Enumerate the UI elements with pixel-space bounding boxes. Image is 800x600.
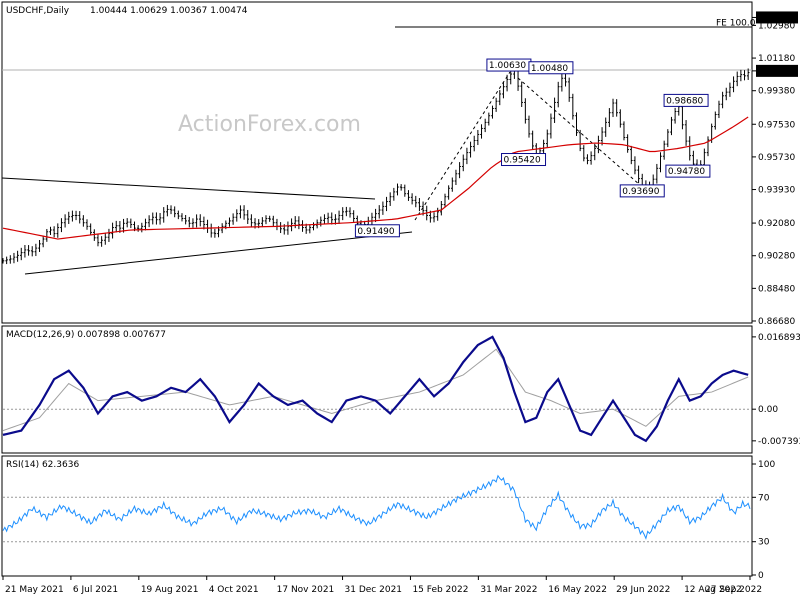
price-highlight-box <box>756 11 798 24</box>
level-annotation-box <box>354 224 400 238</box>
rsi-series <box>2 474 751 543</box>
price-tick-label: 1.00474 <box>758 67 795 77</box>
price-series <box>1 65 750 265</box>
macd-tick-label: -0.007393 <box>758 437 800 447</box>
price-tick-label: 1.02980 <box>758 21 795 31</box>
date-tick-label: 19 Aug 2021 <box>141 585 199 595</box>
date-tick-label: 31 Mar 2022 <box>480 585 537 595</box>
level-annotation-box <box>501 153 547 167</box>
rsi-title: RSI(14) 62.3636 <box>6 460 79 470</box>
moving-average-line <box>2 116 749 240</box>
date-tick-label: 12 Aug 2022 <box>684 585 742 595</box>
macd-tick-label: 0.00 <box>758 405 778 415</box>
date-tick-label: 6 Jul 2021 <box>73 585 118 595</box>
date-tick-label: 21 May 2021 <box>5 585 64 595</box>
level-annotation-label: 0.91490 <box>357 227 394 237</box>
rsi-line <box>2 474 751 540</box>
level-annotation-label: 1.00630 <box>489 61 526 71</box>
projection-line-1 <box>414 71 511 221</box>
price-tick-label: 0.97530 <box>758 120 795 130</box>
price-tick-label: 0.95730 <box>758 153 795 163</box>
macd-line <box>2 335 749 443</box>
macd-tick-label: 0.016893 <box>758 333 800 343</box>
date-tick-label: 29 Jun 2022 <box>616 585 670 595</box>
annotations: 1.00630 1.00480 0.95420 0.91490 0.93690 0.947… <box>354 18 756 238</box>
level-annotation-label: FE 100.0 <box>716 18 756 28</box>
date-tick-label: 15 Feb 2022 <box>412 585 468 595</box>
macd-pane <box>1 325 753 454</box>
date-tick-label: 4 Oct 2021 <box>209 585 259 595</box>
lower-trendline <box>24 231 413 275</box>
rsi-tick-label: 30 <box>758 538 770 548</box>
symbol-title: USDCHF,Daily <box>6 6 70 16</box>
rsi-pane <box>1 455 753 577</box>
level-annotation-box <box>619 184 665 198</box>
level-annotation-box <box>665 164 711 178</box>
date-tick-label: 31 Dec 2021 <box>345 585 403 595</box>
upper-trendline <box>1 177 376 200</box>
rsi-tick-label: 70 <box>758 493 770 503</box>
price-tick-label: 0.90280 <box>758 252 795 262</box>
date-tick-label: 27 Sep 2022 <box>705 585 762 595</box>
macd-series <box>2 335 750 443</box>
level-annotation-label: 0.95420 <box>504 156 541 166</box>
rsi-tick-label: 100 <box>758 460 775 470</box>
level-annotation-label: 0.94780 <box>668 167 705 177</box>
level-annotation-label: 0.93690 <box>622 187 659 197</box>
date-tick-label: 16 May 2022 <box>548 585 607 595</box>
rsi-tick-label: 0 <box>758 571 764 581</box>
price-tick-label: 1.01180 <box>758 54 795 64</box>
level-annotation-box <box>663 93 709 107</box>
price-tick-label: 0.88480 <box>758 284 795 294</box>
x-axis-labels: 21 May 2021 6 Jul 2021 19 Aug 2021 4 Oct 20… <box>2 576 762 595</box>
price-tick-label: 1.03420 <box>758 13 795 23</box>
ohlc-readout: 1.00444 1.00629 1.00367 1.00474 <box>90 6 248 16</box>
price-pane <box>1 1 753 324</box>
price-tick-label: 0.93930 <box>758 186 795 196</box>
level-annotation-box <box>528 61 574 75</box>
date-tick-label: 17 Nov 2021 <box>277 585 335 595</box>
price-tick-label: 0.92080 <box>758 219 795 229</box>
price-highlight-box <box>756 64 798 77</box>
macd-signal-line <box>2 348 749 432</box>
level-annotation-label: 1.00480 <box>531 64 568 74</box>
price-tick-label: 0.99380 <box>758 87 795 97</box>
projection-line-2 <box>517 77 641 186</box>
macd-title: MACD(12,26,9) 0.007898 0.007677 <box>6 330 166 340</box>
watermark: ActionForex.com <box>178 112 361 137</box>
price-tick-label: 0.86680 <box>758 317 795 327</box>
level-annotation-label: 0.98680 <box>666 96 703 106</box>
